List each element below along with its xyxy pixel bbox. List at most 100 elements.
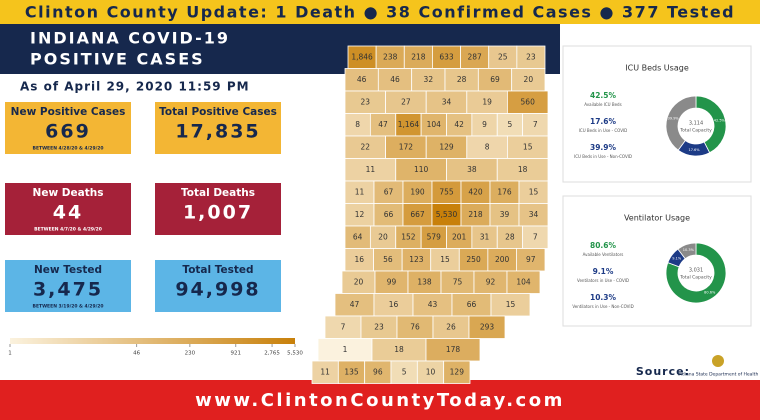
legend-value: 17.6%	[590, 117, 617, 126]
county-label: 67	[384, 187, 394, 196]
county-label: 56	[383, 255, 393, 264]
panel-title: Ventilator Usage	[624, 214, 690, 223]
county-label: 9	[482, 120, 487, 129]
county-label: 12	[355, 210, 365, 219]
county-label: 66	[467, 300, 477, 309]
county-label: 129	[439, 142, 454, 151]
county-label: 5,530	[436, 210, 458, 219]
county-label: 104	[427, 120, 442, 129]
county-label: 172	[399, 142, 414, 151]
county-label: 20	[354, 277, 364, 286]
stat-label: New Positive Cases	[11, 106, 126, 118]
legend-tick-label: 46	[133, 351, 140, 357]
county-label: 27	[401, 97, 411, 106]
county	[468, 315, 506, 339]
county-label: 7	[533, 120, 538, 129]
county-label: 104	[516, 277, 531, 286]
county-label: 92	[486, 277, 496, 286]
donut-segment	[665, 95, 697, 151]
donut-total-label: Total Capacity	[679, 275, 712, 281]
donut-label: 39.9%	[668, 117, 680, 121]
county-label: 5	[508, 120, 513, 129]
stat-box	[5, 260, 131, 312]
county-label: 38	[467, 165, 477, 174]
county-label: 26	[446, 322, 456, 331]
legend-name: Available Ventilators	[583, 252, 624, 257]
county-label: 99	[387, 277, 397, 286]
county	[490, 293, 531, 317]
legend-tick-label: 2,765	[264, 351, 280, 357]
stat-value: 44	[53, 202, 83, 224]
donut-label: 9.1%	[672, 257, 682, 261]
county-label: 633	[439, 52, 454, 61]
county-label: 28	[505, 232, 515, 241]
legend-name: ICU Beds in Use - Non-COVID	[574, 154, 632, 159]
county-label: 1,164	[398, 120, 420, 129]
stat-value: 94,998	[175, 279, 260, 301]
stat-box	[155, 102, 281, 154]
county-label: 11	[355, 187, 365, 196]
county-label: 5	[402, 367, 407, 376]
county-label: 43	[428, 300, 438, 309]
donut-segment	[677, 242, 697, 260]
donut-total: 3,114	[689, 121, 703, 127]
county-label: 97	[526, 255, 536, 264]
county-label: 23	[374, 322, 384, 331]
stat-note: BETWEEN 4/7/20 & 4/29/20	[34, 227, 102, 233]
county-label: 138	[417, 277, 432, 286]
stat-value: 1,007	[183, 202, 253, 224]
county-label: 11	[320, 367, 330, 376]
county-label: 47	[350, 300, 360, 309]
source-logo: Indiana State Department of Health	[678, 372, 759, 378]
banner-text: Clinton County Update: 1 Death ● 38 Conf…	[25, 3, 735, 22]
county	[443, 360, 471, 384]
county-label: 47	[378, 120, 388, 129]
stat-label: New Tested	[34, 264, 102, 276]
county-label: 15	[506, 300, 516, 309]
panel-title: ICU Beds Usage	[625, 64, 689, 73]
county-label: 123	[409, 255, 424, 264]
legend-tick-label: 1	[8, 351, 12, 357]
county-label: 75	[453, 277, 463, 286]
county-label: 16	[355, 255, 365, 264]
county-label: 287	[467, 52, 482, 61]
legend-value: 42.5%	[590, 91, 617, 100]
county-label: 20	[524, 75, 534, 84]
footer-url[interactable]: www.ClintonCountyToday.com	[195, 390, 565, 411]
stat-label: Total Deaths	[181, 187, 255, 199]
stat-box	[5, 183, 131, 235]
legend-name: Ventilators in Use - COVID	[577, 278, 629, 283]
county-label: 7	[533, 232, 538, 241]
county-label: 218	[468, 210, 483, 219]
legend-value: 80.6%	[590, 241, 617, 250]
county-label: 18	[394, 345, 404, 354]
county-label: 39	[500, 210, 510, 219]
legend-value: 10.3%	[590, 293, 617, 302]
header-line: INDIANA COVID-19	[30, 29, 230, 48]
stat-label: Total Positive Cases	[159, 106, 277, 118]
as-of-date: As of April 29, 2020 11:59 PM	[20, 80, 250, 94]
source-logo-icon	[712, 355, 724, 367]
legend-name: Ventilators in Use - Non-COVID	[572, 304, 633, 309]
county-label: 190	[410, 187, 425, 196]
donut-label: 80.6%	[704, 291, 716, 295]
county-label: 755	[439, 187, 454, 196]
county-label: 20	[378, 232, 388, 241]
legend-tick-label: 5,530	[287, 351, 303, 357]
county-label: 25	[498, 52, 508, 61]
county-label: 10	[426, 367, 436, 376]
donut-total: 3,031	[689, 268, 703, 274]
legend-value: 9.1%	[593, 267, 614, 276]
county-label: 135	[344, 367, 359, 376]
county-label: 8	[485, 142, 490, 151]
county-label: 42	[454, 120, 464, 129]
donut-label: 10.3%	[683, 248, 695, 252]
county-label: 250	[466, 255, 481, 264]
county-label: 110	[414, 165, 429, 174]
stat-note: BETWEEN 3/19/20 & 4/29/20	[33, 304, 104, 310]
county-label: 129	[450, 367, 465, 376]
legend-bar	[10, 338, 295, 344]
county-label: 15	[529, 187, 539, 196]
county-label: 66	[384, 210, 394, 219]
